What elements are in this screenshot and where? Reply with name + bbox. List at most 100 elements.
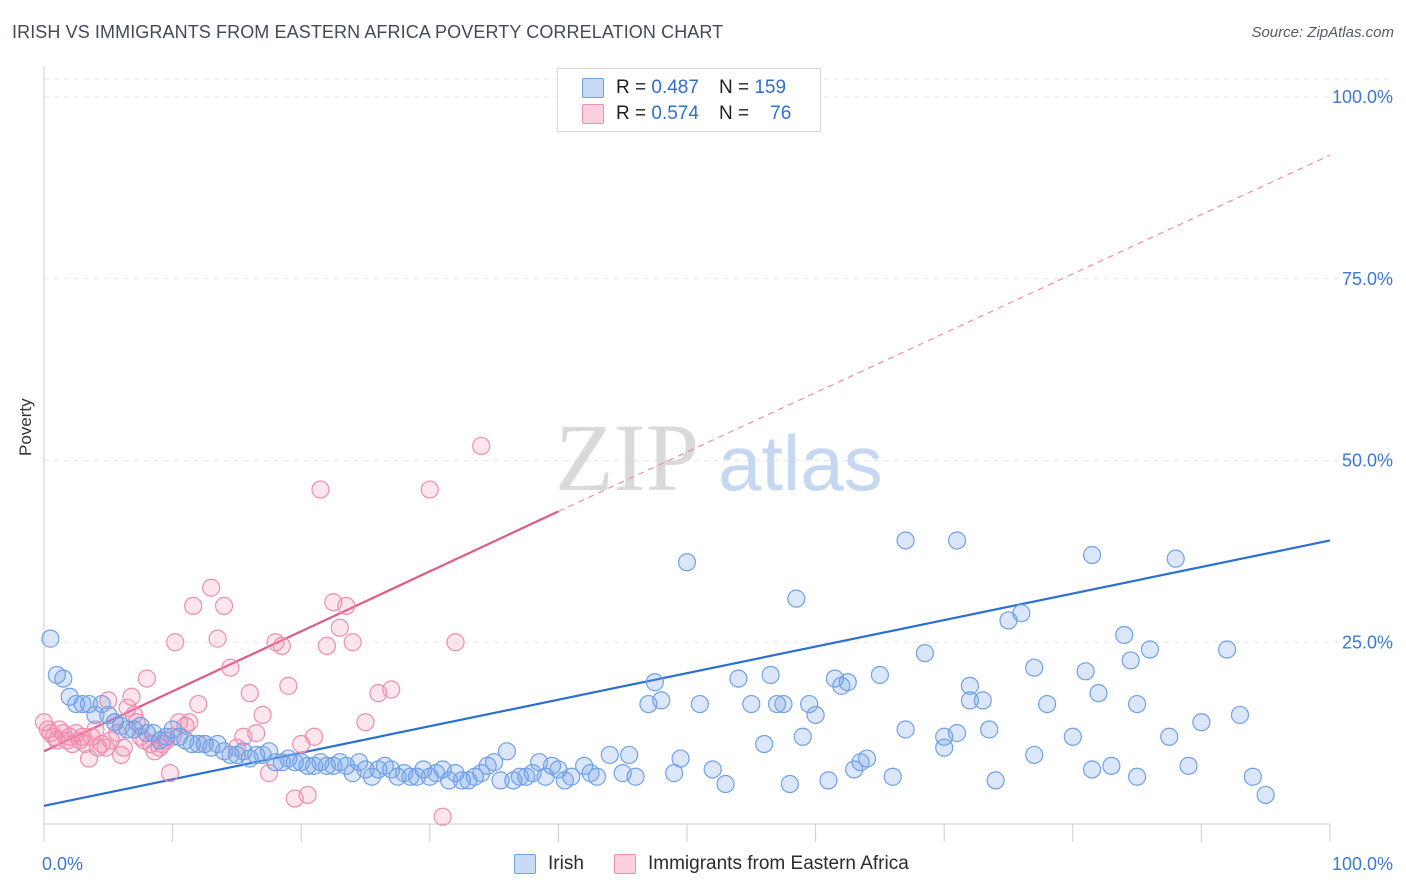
irish-point-117 <box>883 767 902 786</box>
irish-point-103 <box>774 694 793 714</box>
irish-point-98 <box>729 669 748 688</box>
eafrica-point-26 <box>118 698 137 717</box>
irish-point-81 <box>562 767 581 786</box>
eafrica-point-38 <box>160 764 180 783</box>
irish-point-125 <box>960 676 980 695</box>
irish-point-120 <box>915 644 935 663</box>
eafrica-point-48 <box>208 629 227 648</box>
eafrica-point-40 <box>166 633 185 652</box>
eafrica-point-24 <box>112 745 131 765</box>
axes <box>43 66 1331 842</box>
chart-title: IRISH VS IMMIGRANTS FROM EASTERN AFRICA … <box>12 22 724 42</box>
irish-point-6 <box>79 694 99 714</box>
irish-point-112 <box>838 673 857 692</box>
irish-point-108 <box>806 705 825 725</box>
source-label: Source: ZipAtlas.com <box>1251 24 1394 41</box>
eafrica-point-59 <box>279 676 298 695</box>
irish-point-97 <box>716 774 735 794</box>
irish-point-145 <box>1140 640 1160 659</box>
irish-point-123 <box>947 531 967 550</box>
irish-point-84 <box>587 767 607 786</box>
irish-point-50 <box>362 767 382 786</box>
irish-point-126 <box>960 691 980 710</box>
irish-point-113 <box>845 760 864 779</box>
irish-point-101 <box>761 665 780 685</box>
irish-point-143 <box>1127 767 1147 786</box>
legend-eafrica-n: 76 <box>770 103 792 124</box>
eafrica-point-68 <box>337 596 356 616</box>
y-tick-label-3: 100.0% <box>1332 87 1393 107</box>
irish-point-104 <box>780 774 799 794</box>
eafrica-point-27 <box>122 687 141 706</box>
irish-point-124 <box>947 724 967 743</box>
irish-point-67 <box>472 764 491 783</box>
legend-swatch-irish <box>582 78 604 98</box>
irish-point-2 <box>54 669 73 688</box>
irish-point-134 <box>1037 694 1057 714</box>
eafrica-point-73 <box>420 480 439 499</box>
eafrica-point-58 <box>272 636 292 655</box>
eafrica-point-32 <box>137 669 156 688</box>
eafrica-point-43 <box>180 713 199 732</box>
irish-point-127 <box>973 691 992 710</box>
bottom-swatch-eafrica <box>614 854 636 874</box>
irish-point-90 <box>645 673 664 692</box>
irish-point-7 <box>86 705 105 725</box>
irish-point-148 <box>1179 756 1198 775</box>
irish-point-19 <box>163 720 182 739</box>
x-tick-label-0: 0.0% <box>42 854 83 874</box>
irish-point-93 <box>671 749 690 768</box>
y-tick-label-1: 50.0% <box>1342 451 1393 471</box>
y-tick-label-2: 75.0% <box>1342 269 1393 289</box>
irish-point-69 <box>485 753 504 772</box>
eafrica-point-50 <box>221 658 240 677</box>
series-irish-points <box>41 531 1275 805</box>
irish-point-87 <box>620 745 639 765</box>
irish-point-71 <box>497 742 517 761</box>
irish-point-49 <box>356 760 375 779</box>
irish-point-91 <box>652 691 671 710</box>
irish-point-82 <box>575 756 594 775</box>
tick-labels: 25.0% 50.0% 75.0% 100.0% 0.0% 100.0% <box>42 87 1393 874</box>
eafrica-point-70 <box>356 713 375 732</box>
eafrica-point-63 <box>304 727 324 746</box>
eafrica-point-74 <box>433 807 452 826</box>
irish-point-121 <box>935 738 954 757</box>
watermark-zip: ZIP <box>555 404 699 511</box>
irish-point-96 <box>703 760 722 779</box>
legend-n-label: N = <box>718 77 750 98</box>
irish-point-57 <box>407 767 427 786</box>
eafrica-point-55 <box>253 705 272 725</box>
irish-point-70 <box>491 771 510 790</box>
eafrica-point-75 <box>446 633 465 652</box>
irish-point-139 <box>1089 684 1108 703</box>
irish-point-109 <box>819 771 838 790</box>
irish-point-88 <box>626 767 645 786</box>
irish-point-4 <box>67 694 86 714</box>
legend-swatch-eafrica <box>582 104 604 124</box>
irish-point-85 <box>600 745 619 765</box>
irish-point-100 <box>755 734 774 754</box>
trend-line-eafrica <box>43 510 559 753</box>
irish-point-118 <box>896 531 915 550</box>
irish-point-119 <box>896 720 915 739</box>
legend-eafrica-r: 0.574 <box>651 103 699 124</box>
irish-point-5 <box>73 694 92 714</box>
irish-point-135 <box>1063 727 1082 746</box>
bottom-legend-eafrica: Immigrants from Eastern Africa <box>614 851 909 877</box>
eafrica-point-49 <box>214 596 234 616</box>
eafrica-point-72 <box>382 680 401 699</box>
legend-row-irish: R = 0.487 N = 159 <box>582 76 786 100</box>
eafrica-point-56 <box>259 764 279 783</box>
irish-point-26 <box>208 734 227 754</box>
irish-point-136 <box>1076 662 1095 681</box>
irish-point-34 <box>259 742 279 761</box>
irish-point-48 <box>349 753 369 772</box>
irish-point-116 <box>870 665 890 685</box>
irish-point-140 <box>1102 756 1121 775</box>
eafrica-point-25 <box>114 738 133 757</box>
irish-point-133 <box>1025 658 1044 677</box>
irish-point-137 <box>1082 545 1102 565</box>
irish-point-151 <box>1230 705 1250 725</box>
